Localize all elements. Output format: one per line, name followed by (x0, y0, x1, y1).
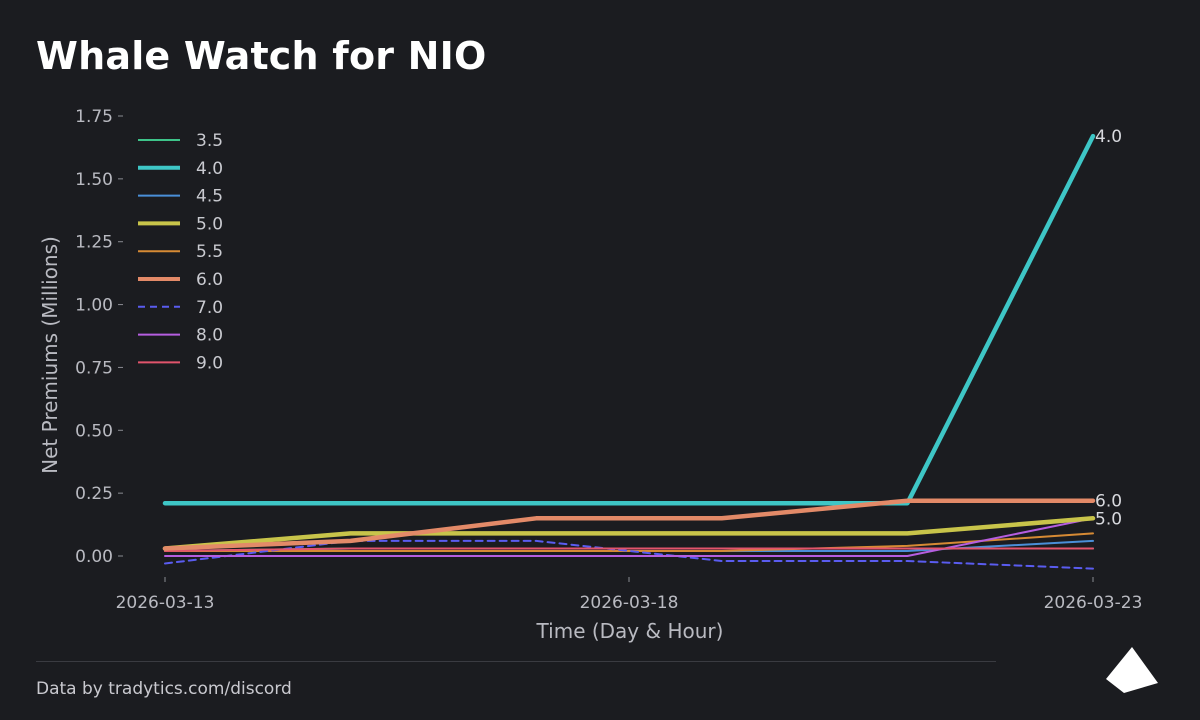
chart-title: Whale Watch for NIO (36, 34, 487, 78)
y-tick-label: 0.50 (75, 421, 113, 441)
y-tick-label: 1.00 (75, 296, 113, 316)
footer-divider (36, 661, 996, 662)
legend-label-6-0: 6.0 (196, 270, 223, 290)
x-axis: 2026-03-13 2026-03-18 2026-03-23 (116, 577, 1143, 613)
y-tick-label: 1.50 (75, 170, 113, 190)
y-tick-label: 1.25 (75, 233, 113, 253)
series-end-labels: 4.0 6.05.0 (1095, 127, 1122, 529)
series-line-4-0 (162, 133, 1096, 506)
legend-label-3-5: 3.5 (196, 131, 223, 151)
legend-label-4-5: 4.5 (196, 187, 223, 207)
y-tick-label: 0.25 (75, 484, 113, 504)
y-tick-label: 0.00 (75, 547, 113, 567)
series-lines (162, 133, 1096, 570)
y-tick-label: 1.75 (75, 107, 113, 127)
series-line-7-0 (164, 539, 1094, 570)
series-line-9-0 (164, 547, 1094, 552)
end-label-4-0: 4.0 (1095, 127, 1122, 147)
x-tick-label: 2026-03-18 (580, 593, 679, 613)
end-label-5-0: 5.0 (1095, 509, 1122, 529)
legend-label-9-0: 9.0 (196, 353, 223, 373)
footer-credit: Data by tradytics.com/discord (36, 679, 292, 699)
legend: 3.5 4.0 4.5 5.0 5.5 6.0 7.0 8.0 9.0 (138, 131, 223, 373)
legend-label-5-5: 5.5 (196, 242, 223, 262)
tradytics-logo-icon (1106, 647, 1158, 693)
y-tick-label: 0.75 (75, 358, 113, 378)
legend-label-5-0: 5.0 (196, 214, 223, 234)
legend-label-8-0: 8.0 (196, 326, 223, 346)
end-label-6-0: 6.0 (1095, 492, 1122, 512)
x-tick-label: 2026-03-13 (116, 593, 215, 613)
line-chart: 0.00 0.25 0.50 0.75 1.00 1.25 1.50 1.75 2026-03… (38, 107, 1143, 643)
y-axis: 0.00 0.25 0.50 0.75 1.00 1.25 1.50 1.75 (75, 107, 123, 567)
x-axis-label: Time (Day & Hour) (536, 619, 724, 643)
y-axis-label: Net Premiums (Millions) (38, 236, 62, 474)
series-line-6-0 (162, 498, 1096, 551)
series-line-8-0 (164, 517, 1094, 557)
series-line-5-0 (162, 516, 1096, 551)
series-line-5-5 (164, 532, 1094, 552)
legend-label-4-0: 4.0 (196, 159, 223, 179)
x-tick-label: 2026-03-23 (1044, 593, 1143, 613)
legend-label-7-0: 7.0 (196, 298, 223, 318)
